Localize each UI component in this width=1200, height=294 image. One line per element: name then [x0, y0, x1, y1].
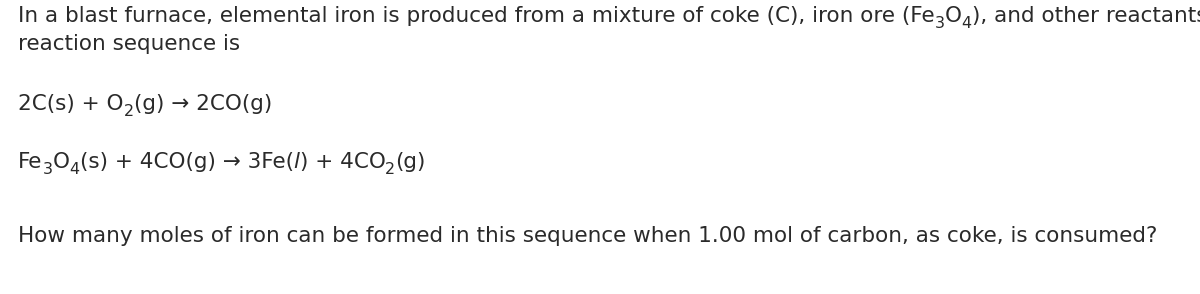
Text: ) + 4CO: ) + 4CO — [300, 152, 385, 172]
Text: 4: 4 — [961, 16, 972, 31]
Text: In a blast furnace, elemental iron is produced from a mixture of coke (C), iron : In a blast furnace, elemental iron is pr… — [18, 6, 935, 26]
Text: 2: 2 — [385, 162, 396, 177]
Text: l: l — [294, 152, 300, 172]
Text: (g): (g) — [396, 152, 426, 172]
Text: 3: 3 — [42, 162, 53, 177]
Text: (s) + 4CO(g) → 3Fe(: (s) + 4CO(g) → 3Fe( — [79, 152, 294, 172]
Text: 2: 2 — [124, 103, 133, 118]
Text: reaction sequence is: reaction sequence is — [18, 34, 240, 54]
Text: 4: 4 — [70, 162, 79, 177]
Text: (g) → 2CO(g): (g) → 2CO(g) — [133, 94, 272, 114]
Text: How many moles of iron can be formed in this sequence when 1.00 mol of carbon, a: How many moles of iron can be formed in … — [18, 226, 1157, 246]
Text: O: O — [53, 152, 70, 172]
Text: 2C(s) + O: 2C(s) + O — [18, 94, 124, 114]
Text: ), and other reactants. An important: ), and other reactants. An important — [972, 6, 1200, 26]
Text: Fe: Fe — [18, 152, 42, 172]
Text: 3: 3 — [935, 16, 944, 31]
Text: O: O — [944, 6, 961, 26]
